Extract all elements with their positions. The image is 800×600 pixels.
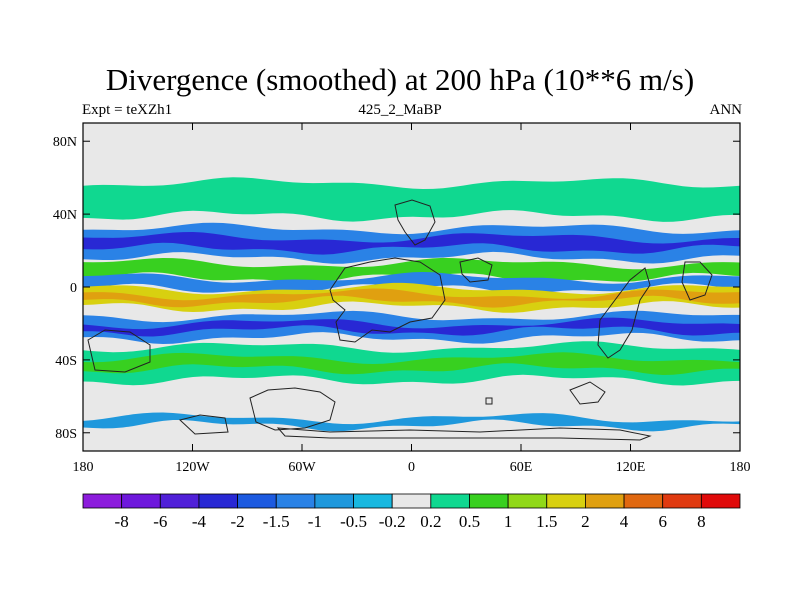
field-band-3 <box>83 257 740 284</box>
lat-tick-label: 80S <box>55 427 77 442</box>
colorbar-level-label: 0.2 <box>420 512 441 531</box>
plot-title: Divergence (smoothed) at 200 hPa (10**6 … <box>105 62 695 97</box>
field-band-7 <box>83 310 740 344</box>
colorbar-swatch <box>391 493 432 509</box>
colorbar-swatch <box>430 493 470 509</box>
colorbar-level-label: 0.5 <box>459 512 480 531</box>
colorbar: -8 -6 -4 -2 -1.5 -1 -0.5 -0.2 0.2 0.5 1 1.5 2 4 6 8 <box>82 493 741 531</box>
colorbar-swatch <box>507 493 548 509</box>
colorbar-level-label: -8 <box>115 512 129 531</box>
colorbar-level-label: -0.2 <box>379 512 406 531</box>
field-band-4 <box>83 272 740 295</box>
colorbar-level-label: 6 <box>658 512 667 531</box>
colorbar-swatch <box>121 493 161 509</box>
colorbar-level-label: -1.5 <box>263 512 290 531</box>
run-label: 425_2_MaBP <box>358 102 442 118</box>
colorbar-swatch <box>585 493 625 509</box>
colorbar-swatch <box>159 493 200 509</box>
colorbar-level-label: 2 <box>581 512 590 531</box>
colorbar-level-label: -6 <box>153 512 167 531</box>
lat-tick-label: 40N <box>53 208 77 223</box>
field-band-8 <box>83 317 740 337</box>
lon-tick-label: 120W <box>175 460 210 475</box>
lon-tick-label: 60E <box>510 460 533 475</box>
colorbar-swatch <box>700 493 741 509</box>
colorbar-level-label: 4 <box>620 512 629 531</box>
colorbar-level-label: -2 <box>231 512 245 531</box>
colorbar-level-label: -1 <box>308 512 322 531</box>
colorbar-swatch <box>275 493 316 509</box>
colorbar-swatch <box>623 493 664 509</box>
colorbar-swatch <box>662 493 702 509</box>
lon-tick-label: 180 <box>730 460 751 475</box>
colorbar-swatch <box>469 493 509 509</box>
colorbar-level-label: -4 <box>192 512 207 531</box>
divergence-field <box>83 177 740 432</box>
field-band-11 <box>83 412 740 432</box>
experiment-label: Expt = teXZh1 <box>82 102 173 118</box>
colorbar-level-label: -0.5 <box>340 512 367 531</box>
colorbar-swatch <box>353 493 393 509</box>
field-band-10 <box>83 352 740 375</box>
colorbar-level-label: 8 <box>697 512 706 531</box>
colorbar-swatch <box>546 493 586 509</box>
axis-ticks: 180 120W 60W 0 60E 120E 180 80N 40N 0 40S 80S <box>53 123 751 475</box>
coastline-outline <box>87 199 713 441</box>
colorbar-swatch <box>198 493 238 509</box>
colorbar-swatch <box>82 493 123 509</box>
colorbar-swatch <box>314 493 354 509</box>
map-panel <box>83 123 740 451</box>
colorbar-level-label: 1 <box>504 512 513 531</box>
field-band-6 <box>83 288 740 308</box>
lat-tick-label: 40S <box>55 354 77 369</box>
colorbar-swatch <box>237 493 277 509</box>
lon-tick-label: 60W <box>288 460 316 475</box>
field-band-0 <box>83 177 740 222</box>
lon-tick-label: 180 <box>73 460 94 475</box>
colorbar-level-label: 1.5 <box>536 512 557 531</box>
lat-tick-label: 0 <box>70 281 77 296</box>
lon-tick-label: 0 <box>408 460 415 475</box>
season-label: ANN <box>709 102 743 118</box>
field-band-2 <box>83 232 740 255</box>
lat-tick-label: 80N <box>53 135 77 150</box>
lon-tick-label: 120E <box>616 460 646 475</box>
